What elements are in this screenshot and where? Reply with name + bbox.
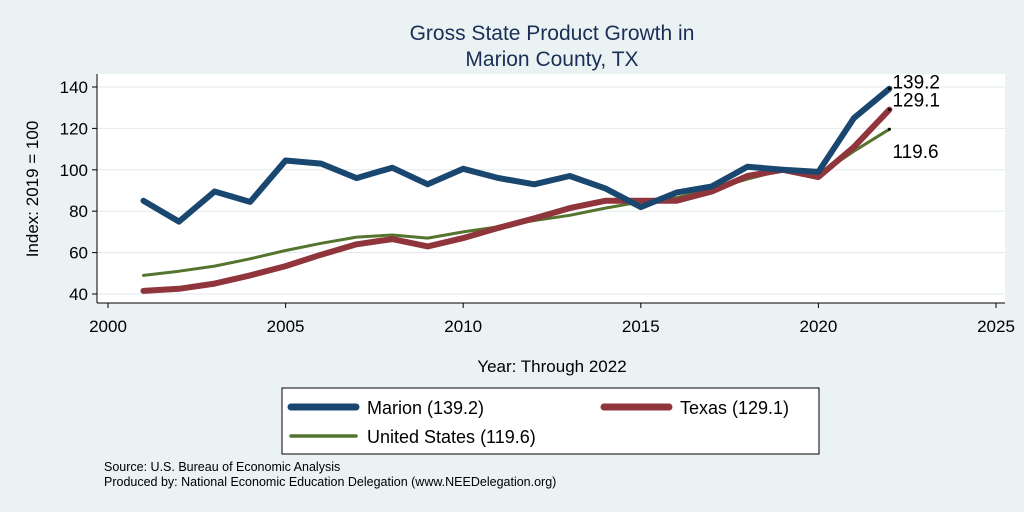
x-tick-label-2010: 2010: [444, 317, 482, 336]
tick-labels: 40 60 80 100 120 140 2000 2005 2010 2015 2020 2025: [60, 78, 1015, 336]
end-label-united-states: 119.6: [892, 142, 938, 163]
chart-title-line2: Marion County, TX: [465, 48, 638, 71]
x-tick-label-2020: 2020: [799, 317, 837, 336]
y-tick-label-60: 60: [69, 244, 88, 263]
plot-area: [97, 74, 1005, 303]
legend-label-marion: Marion (139.2): [367, 398, 484, 418]
x-tick-label-2015: 2015: [622, 317, 660, 336]
x-tick-label-2005: 2005: [267, 317, 305, 336]
series-lines: [140, 85, 893, 294]
x-axis-label: Year: Through 2022: [477, 357, 626, 376]
end-label-texas: 129.1: [892, 91, 940, 112]
axes: [92, 74, 1005, 308]
x-tick-label-2025: 2025: [977, 317, 1015, 336]
legend-box: [281, 387, 820, 455]
y-tick-label-40: 40: [69, 285, 88, 304]
end-point-united-states: [887, 127, 891, 131]
series-line-marion: [140, 85, 893, 225]
end-label-marion: 139.2: [892, 73, 940, 94]
source-note: Source: U.S. Bureau of Economic Analysis: [104, 460, 340, 474]
end-point-texas: [887, 108, 891, 112]
legend-label-united-states: United States (119.6): [367, 427, 536, 447]
x-tick-label-2000: 2000: [89, 317, 127, 336]
legend: Marion (139.2) Texas (129.1) United Stat…: [281, 387, 820, 455]
legend-label-texas: Texas (129.1): [680, 398, 789, 418]
y-tick-label-140: 140: [60, 78, 88, 97]
y-tick-label-120: 120: [60, 119, 88, 138]
series-line-texas: [140, 106, 893, 294]
produced-by-note: Produced by: National Economic Education…: [104, 475, 556, 489]
y-axis-label: Index: 2019 = 100: [23, 121, 42, 258]
y-tick-label-80: 80: [69, 202, 88, 221]
y-tick-label-100: 100: [60, 161, 88, 180]
end-point-marion: [887, 87, 891, 91]
chart-title-line1: Gross State Product Growth in: [410, 22, 695, 45]
